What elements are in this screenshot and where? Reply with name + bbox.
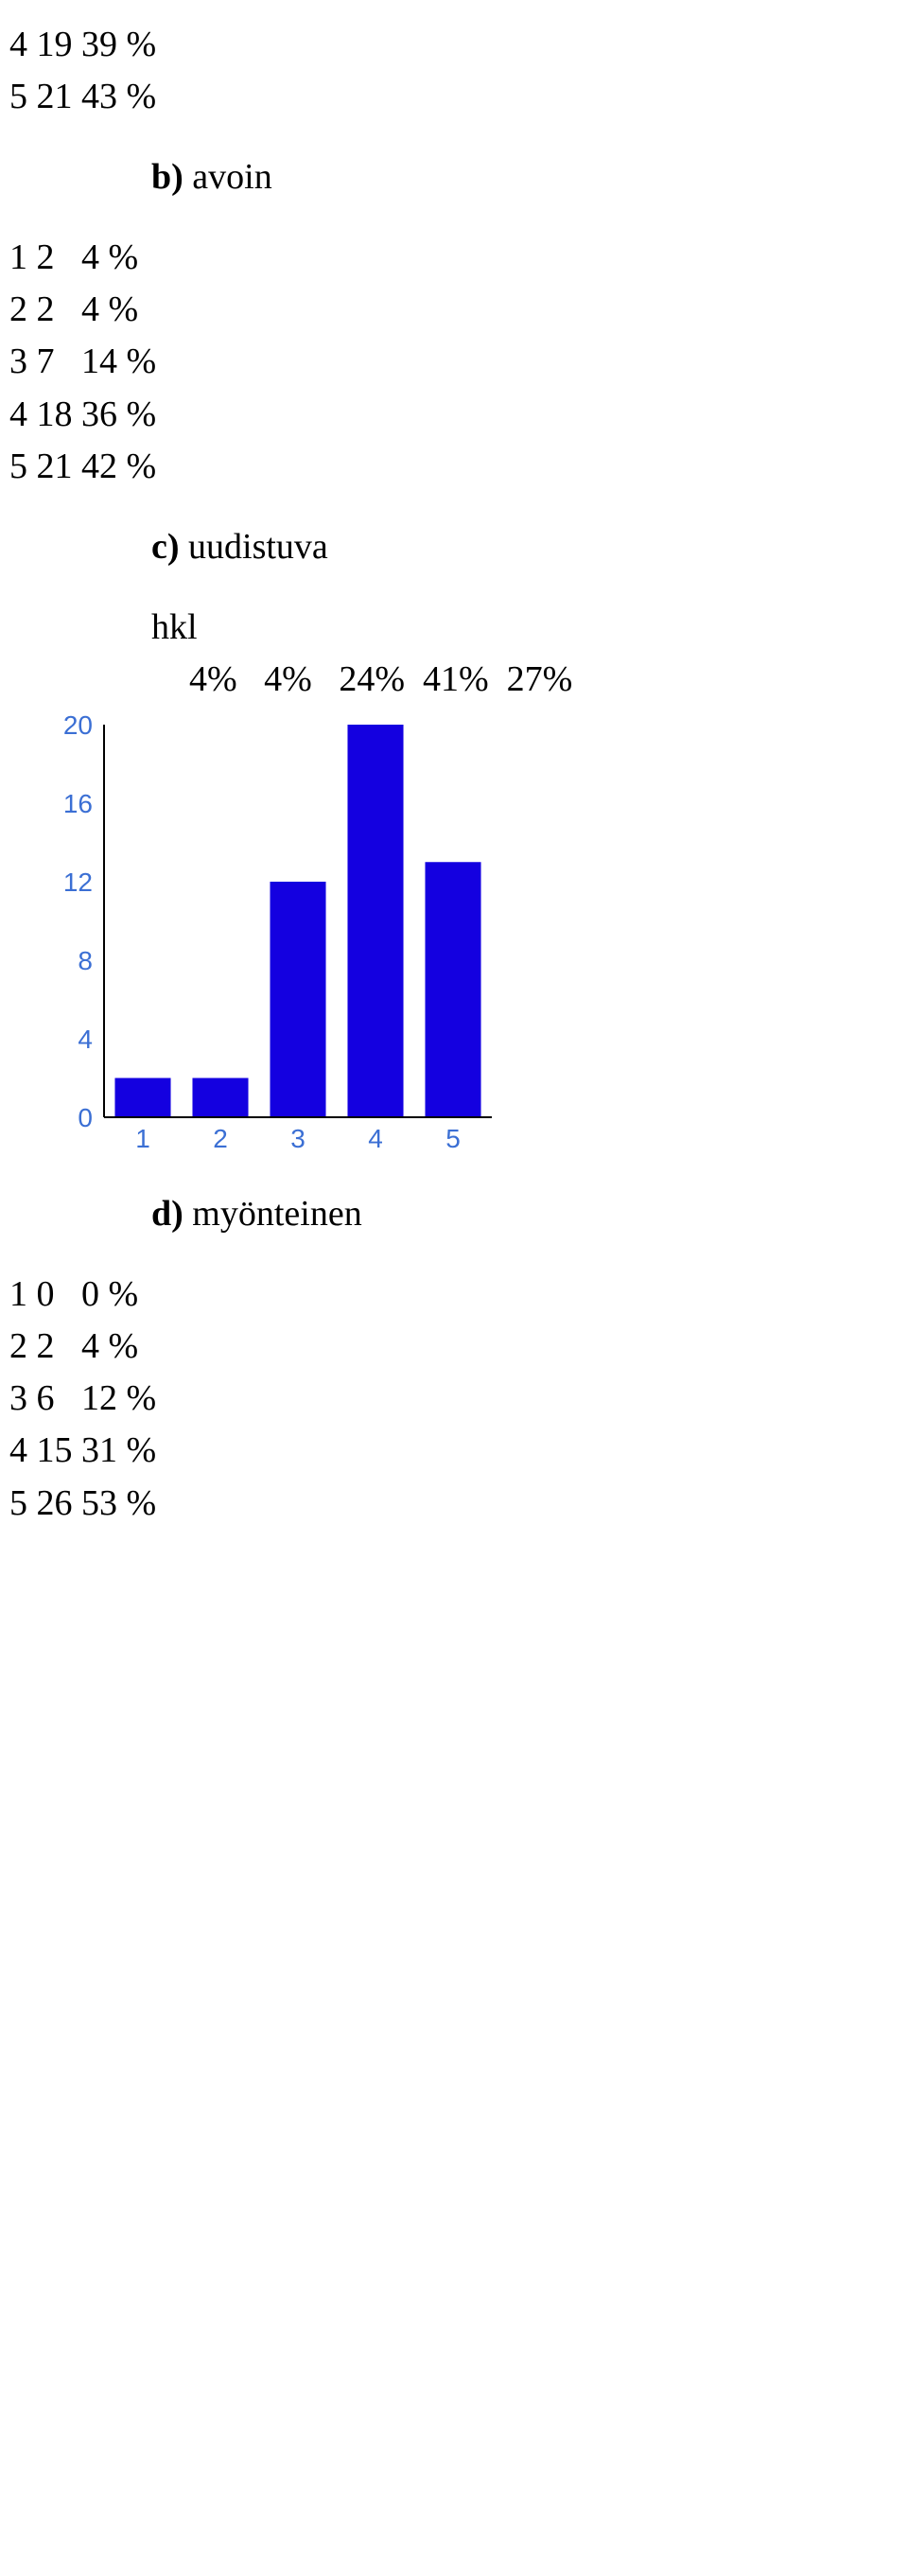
data-row: 4 19 39 %: [9, 19, 908, 71]
row-idx: 4: [9, 394, 27, 434]
heading-letter: c): [151, 527, 180, 567]
row-idx: 5: [9, 1483, 27, 1523]
section-d-rows: 1 0 0 % 2 2 4 % 3 6 12 % 4 15 31 % 5 26 …: [9, 1269, 908, 1529]
data-row: 5 21 42 %: [9, 441, 908, 493]
row-pct: 4 %: [81, 1326, 138, 1366]
row-val: 2: [37, 289, 55, 329]
row-idx: 3: [9, 1378, 27, 1418]
pct-label: 24%: [339, 659, 405, 699]
row-pct: 42 %: [81, 447, 156, 486]
row-pct: 36 %: [81, 394, 156, 434]
data-row: 4 18 36 %: [9, 389, 908, 441]
heading-word: myönteinen: [192, 1194, 361, 1234]
row-pct: 14 %: [81, 342, 156, 381]
row-val: 0: [37, 1274, 55, 1314]
pct-label: 27%: [507, 659, 573, 699]
section-b-rows: 1 2 4 % 2 2 4 % 3 7 14 % 4 18 36 % 5 21 …: [9, 232, 908, 492]
data-row: 5 21 43 %: [9, 71, 908, 123]
svg-text:4: 4: [78, 1025, 93, 1054]
svg-text:20: 20: [63, 715, 93, 740]
row-pct: 39 %: [81, 25, 156, 64]
row-idx: 4: [9, 1430, 27, 1470]
row-val: 18: [37, 394, 73, 434]
data-row: 4 15 31 %: [9, 1425, 908, 1477]
pct-label: 4%: [189, 659, 237, 699]
heading-word: avoin: [192, 157, 271, 197]
row-pct: 4 %: [81, 237, 138, 277]
row-val: 21: [37, 447, 73, 486]
data-row: 1 0 0 %: [9, 1269, 908, 1321]
row-pct: 4 %: [81, 289, 138, 329]
row-pct: 0 %: [81, 1274, 138, 1314]
hkl-label: hkl: [151, 602, 908, 654]
svg-text:5: 5: [445, 1124, 461, 1153]
svg-text:1: 1: [135, 1124, 150, 1153]
heading-b: b) avoin: [151, 151, 908, 203]
row-val: 6: [37, 1378, 55, 1418]
section-a-tail: 4 19 39 % 5 21 43 %: [9, 19, 908, 123]
row-idx: 5: [9, 447, 27, 486]
svg-text:12: 12: [63, 867, 93, 897]
svg-text:3: 3: [290, 1124, 306, 1153]
row-val: 26: [37, 1483, 73, 1523]
data-row: 3 6 12 %: [9, 1373, 908, 1425]
row-idx: 1: [9, 237, 27, 277]
pct-label: 41%: [423, 659, 489, 699]
bar-chart-svg: 04812162012345: [47, 715, 501, 1160]
row-val: 19: [37, 25, 73, 64]
svg-text:8: 8: [78, 946, 93, 975]
row-pct: 31 %: [81, 1430, 156, 1470]
row-idx: 4: [9, 25, 27, 64]
row-pct: 43 %: [81, 77, 156, 116]
data-row: 2 2 4 %: [9, 1321, 908, 1373]
svg-text:16: 16: [63, 789, 93, 818]
row-val: 2: [37, 1326, 55, 1366]
svg-text:2: 2: [213, 1124, 228, 1153]
row-idx: 2: [9, 289, 27, 329]
data-row: 1 2 4 %: [9, 232, 908, 284]
row-idx: 1: [9, 1274, 27, 1314]
row-idx: 5: [9, 77, 27, 116]
chart-pct-labels: 4% 4% 24% 41% 27%: [189, 654, 908, 706]
bar-chart-c: 04812162012345: [47, 715, 908, 1160]
row-idx: 2: [9, 1326, 27, 1366]
row-pct: 53 %: [81, 1483, 156, 1523]
heading-word: uudistuva: [188, 527, 328, 567]
row-idx: 3: [9, 342, 27, 381]
heading-letter: b): [151, 157, 183, 197]
pct-label: 4%: [264, 659, 312, 699]
heading-d: d) myönteinen: [151, 1188, 908, 1240]
row-pct: 12 %: [81, 1378, 156, 1418]
row-val: 7: [37, 342, 55, 381]
heading-letter: d): [151, 1194, 183, 1234]
data-row: 2 2 4 %: [9, 284, 908, 336]
data-row: 3 7 14 %: [9, 336, 908, 388]
row-val: 21: [37, 77, 73, 116]
row-val: 15: [37, 1430, 73, 1470]
svg-text:4: 4: [368, 1124, 383, 1153]
heading-c: c) uudistuva: [151, 521, 908, 573]
data-row: 5 26 53 %: [9, 1478, 908, 1530]
row-val: 2: [37, 237, 55, 277]
svg-text:0: 0: [78, 1103, 93, 1132]
